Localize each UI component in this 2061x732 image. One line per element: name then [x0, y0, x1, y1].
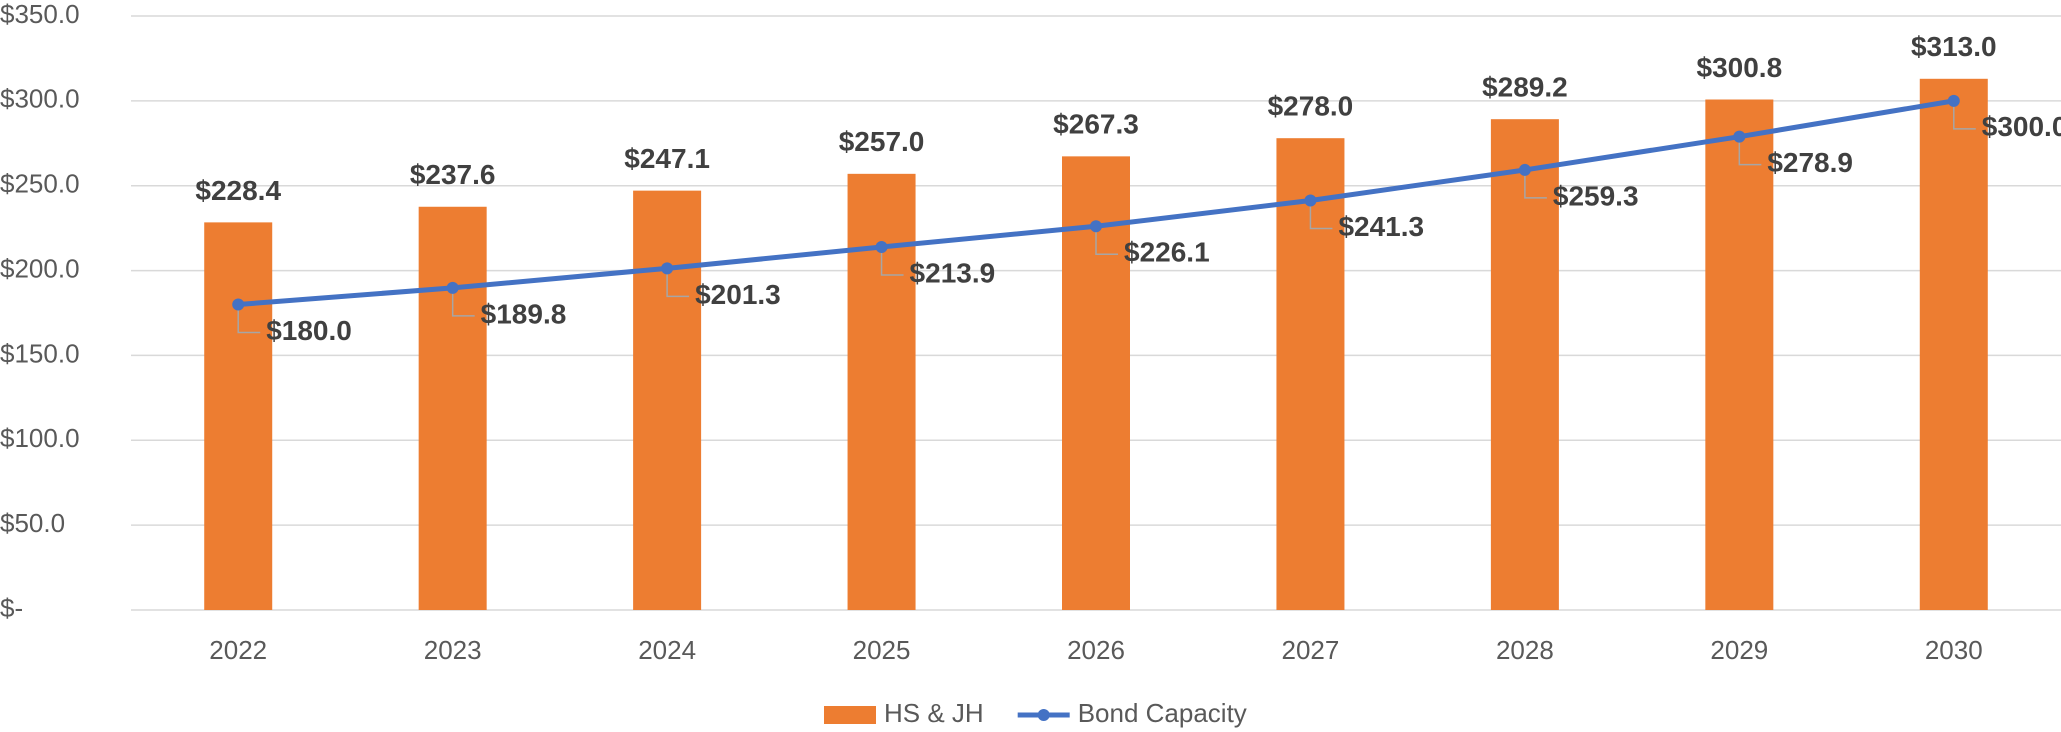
data-label: $189.8	[481, 298, 567, 329]
data-label: $213.9	[910, 257, 996, 288]
y-tick-label: $150.0	[0, 338, 80, 368]
bar	[418, 206, 487, 610]
marker	[446, 281, 459, 294]
y-tick-label: $-	[0, 593, 23, 623]
legend-label: HS & JH	[884, 698, 984, 728]
leader-line	[451, 287, 475, 317]
x-tick-label: 2030	[1925, 635, 1983, 665]
x-tick-label: 2026	[1067, 635, 1125, 665]
marker	[661, 262, 674, 275]
bar	[633, 190, 702, 611]
leader-line	[880, 246, 904, 276]
leader-line	[1095, 226, 1118, 256]
data-label: $201.3	[695, 279, 781, 310]
data-label: $259.3	[1553, 180, 1639, 211]
marker	[1518, 163, 1531, 176]
legend-marker	[1037, 709, 1050, 721]
legend-label: Bond Capacity	[1078, 698, 1247, 728]
bar	[1705, 99, 1774, 611]
leader-line	[237, 304, 261, 334]
marker	[232, 298, 245, 311]
bar	[204, 222, 273, 611]
marker	[875, 240, 888, 253]
x-tick-label: 2025	[853, 635, 911, 665]
data-label: $289.2	[1482, 72, 1568, 103]
y-tick-label: $100.0	[0, 423, 80, 453]
data-label: $241.3	[1338, 211, 1424, 242]
data-label: $300.0	[1982, 111, 2061, 142]
x-tick-label: 2027	[1282, 635, 1340, 665]
y-tick-label: $300.0	[0, 84, 80, 114]
legend-swatch	[824, 706, 876, 724]
data-label: $180.0	[266, 315, 352, 346]
bar	[1919, 78, 1988, 610]
x-tick-label: 2029	[1710, 635, 1768, 665]
x-tick-label: 2028	[1496, 635, 1554, 665]
marker	[1947, 94, 1960, 107]
marker	[1304, 194, 1317, 207]
leader-line	[666, 268, 690, 298]
data-label: $278.9	[1767, 147, 1853, 178]
leader-line	[1309, 200, 1333, 230]
y-tick-label: $250.0	[0, 169, 80, 199]
data-label: $228.4	[195, 175, 281, 206]
data-label: $267.3	[1053, 109, 1139, 140]
x-tick-label: 2023	[424, 635, 482, 665]
y-tick-label: $200.0	[0, 253, 80, 283]
leader-line	[1953, 100, 1976, 130]
x-tick-label: 2022	[209, 635, 267, 665]
bar	[847, 173, 916, 610]
data-label: $257.0	[839, 126, 925, 157]
data-label: $247.1	[624, 143, 710, 174]
data-label: $278.0	[1268, 91, 1354, 122]
data-label: $237.6	[410, 159, 496, 190]
data-label: $300.8	[1697, 52, 1783, 83]
data-label: $313.0	[1911, 31, 1997, 62]
data-label: $226.1	[1124, 237, 1210, 268]
bar	[1490, 119, 1559, 611]
y-tick-label: $50.0	[0, 508, 65, 538]
y-tick-label: $350.0	[0, 0, 80, 29]
marker	[1733, 130, 1746, 143]
x-tick-label: 2024	[638, 635, 696, 665]
marker	[1090, 220, 1102, 233]
leader-line	[1524, 169, 1547, 199]
leader-line	[1738, 136, 1762, 166]
